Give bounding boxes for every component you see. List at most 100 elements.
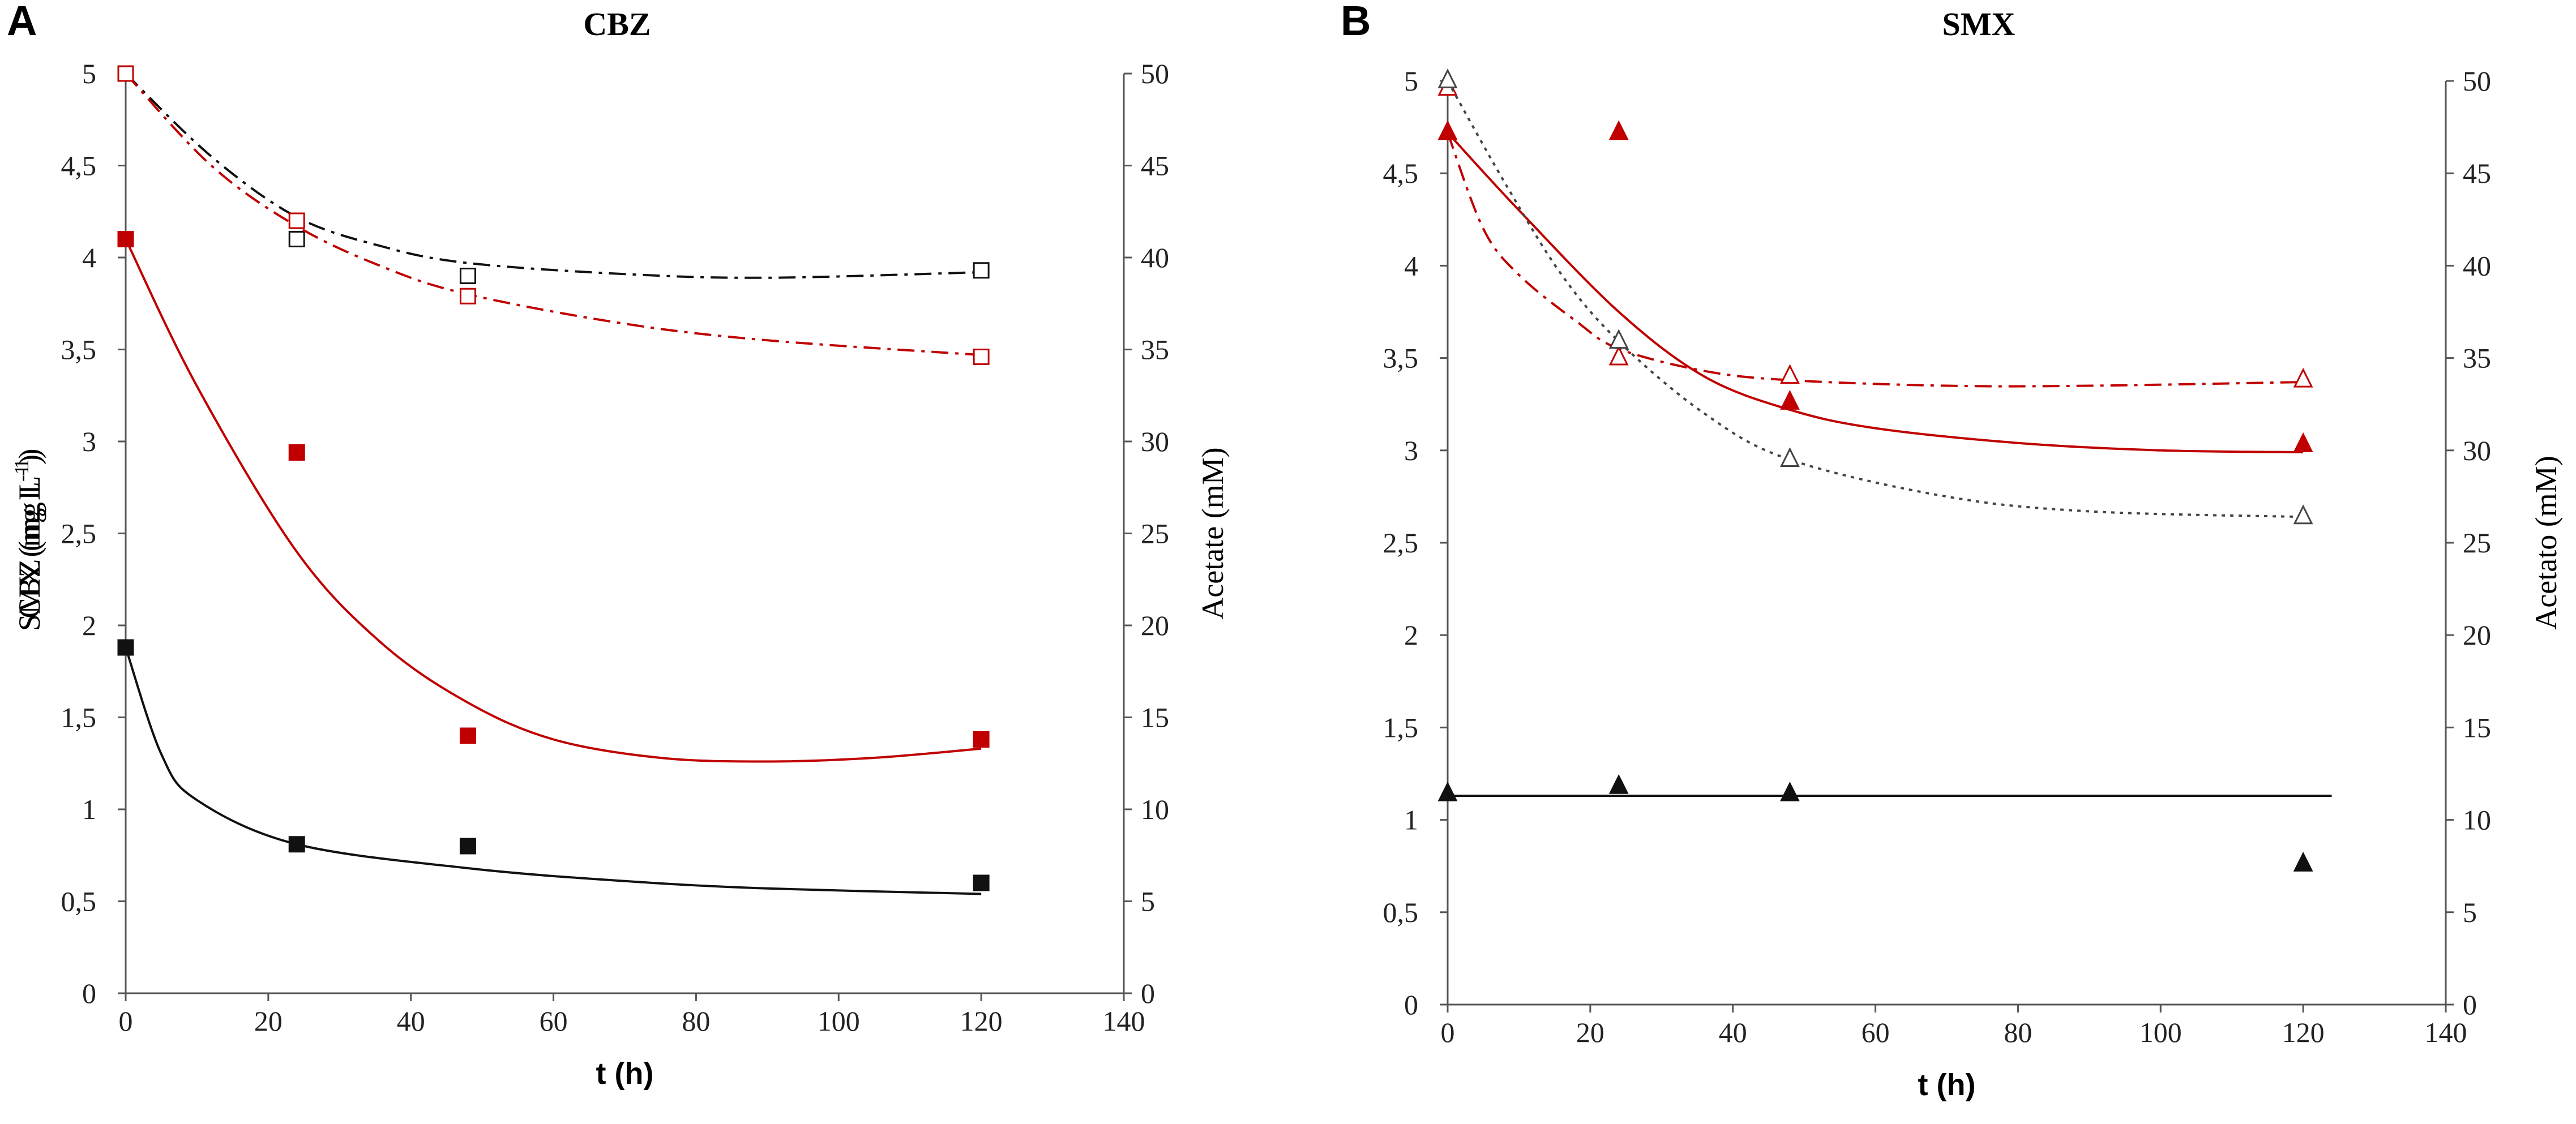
- series-4-point: [973, 349, 990, 365]
- y-tick-label: 1,5: [1383, 711, 1419, 743]
- x-tick-label: 0: [1441, 1016, 1455, 1048]
- y-tick-label: 1,5: [61, 702, 97, 733]
- y-tick-label: 0,5: [61, 886, 97, 917]
- series-1-point: [1780, 781, 1800, 801]
- y2-tick-label: 15: [2463, 711, 2491, 743]
- series-4-fit-line: [1447, 80, 2304, 518]
- y-tick-label: 2,5: [61, 518, 97, 550]
- series-1-point: [117, 639, 134, 656]
- series-4-fit-line: [125, 72, 982, 357]
- series-3-point: [288, 231, 305, 247]
- series-4-point: [1780, 447, 1800, 467]
- x-tick-label: 20: [1576, 1016, 1604, 1048]
- y2-tick-label: 40: [1141, 242, 1169, 273]
- y-tick-label: 0: [1404, 989, 1418, 1020]
- x-tick-label: 100: [818, 1005, 860, 1037]
- y2-tick-label: 45: [1141, 150, 1169, 182]
- series-4-point: [288, 212, 305, 229]
- y-tick-label: 3,5: [1383, 342, 1419, 374]
- y-tick-label: 3: [1404, 435, 1418, 466]
- series-1-point: [1608, 774, 1629, 794]
- y2-tick-label: 50: [2463, 65, 2491, 97]
- series-2-point: [973, 731, 990, 748]
- series-1-point: [973, 874, 990, 891]
- y-tick-label: 1: [1404, 804, 1418, 836]
- y2-tick-label: 5: [1141, 886, 1155, 917]
- y-tick-label: 4,5: [1383, 157, 1419, 189]
- series-4-point: [2293, 504, 2313, 525]
- y2-tick-label: 20: [1141, 610, 1169, 641]
- y2-tick-label: 45: [2463, 157, 2491, 189]
- x-tick-label: 120: [2282, 1016, 2325, 1048]
- y-tick-label: 2: [1404, 619, 1418, 651]
- y2-tick-label: 30: [2463, 435, 2491, 466]
- y2-tick-label: 25: [1141, 518, 1169, 550]
- panel-b-letter: B: [1341, 0, 1371, 44]
- series-2-point: [117, 231, 134, 247]
- y-tick-label: 2,5: [1383, 527, 1419, 559]
- x-axis-title: t (h): [596, 1057, 654, 1091]
- y2-tick-label: 30: [1141, 426, 1169, 457]
- y2-tick-label: 50: [1141, 58, 1169, 89]
- y2-tick-label: 10: [1141, 793, 1169, 825]
- x-tick-label: 20: [254, 1005, 283, 1037]
- series-2-point: [288, 444, 305, 461]
- series-1-point: [2293, 851, 2313, 872]
- y-tick-label: 0,5: [1383, 896, 1419, 928]
- x-tick-label: 40: [397, 1005, 425, 1037]
- x-tick-label: 120: [960, 1005, 1003, 1037]
- y2-tick-label: 0: [1141, 977, 1155, 1009]
- y2-tick-label: 15: [1141, 702, 1169, 733]
- panel-a-letter: A: [7, 0, 37, 44]
- series-4-point: [459, 288, 476, 304]
- y-tick-label: 1: [82, 793, 96, 825]
- y-tick-label: 2: [82, 610, 96, 641]
- series-2-point: [1608, 120, 1629, 140]
- y2-tick-label: 35: [1141, 334, 1169, 366]
- y2-axis-title: Acetate (mM): [1196, 447, 1230, 619]
- y-tick-label: 0: [82, 977, 96, 1009]
- x-tick-label: 80: [2004, 1016, 2032, 1048]
- y2-tick-label: 35: [2463, 342, 2491, 374]
- y2-tick-label: 25: [2463, 527, 2491, 559]
- series-2-point: [459, 727, 476, 744]
- series-2-point: [2293, 432, 2313, 452]
- y-tick-label: 5: [1404, 65, 1418, 97]
- y2-axis-title: Acetato (mM): [2529, 456, 2563, 629]
- y2-tick-label: 10: [2463, 804, 2491, 836]
- x-tick-label: 140: [1103, 1005, 1145, 1037]
- x-tick-label: 100: [2139, 1016, 2182, 1048]
- series-4-point: [1437, 68, 1458, 88]
- panel-a-title: CBZ: [583, 6, 651, 42]
- x-tick-label: 140: [2425, 1016, 2467, 1048]
- series-1-fit-line: [125, 647, 982, 895]
- series-3-point: [973, 262, 990, 279]
- y2-tick-label: 0: [2463, 989, 2477, 1020]
- x-tick-label: 40: [1719, 1016, 1747, 1048]
- panel-b-title: SMX: [1942, 6, 2016, 42]
- panel-a: A CBZ 0 20 40 60 80 100 120 14000,511,522,533,5…: [7, 0, 1230, 1091]
- series-3-fit-line: [125, 72, 982, 279]
- y-axis-title: SMX (mg L-1): [10, 454, 46, 631]
- series-3-point: [1608, 345, 1629, 366]
- y-tick-label: 3: [82, 426, 96, 457]
- series-3-fit-line: [1447, 132, 2304, 388]
- series-2-point: [1780, 389, 1800, 410]
- y-tick-label: 4,5: [61, 150, 97, 182]
- y2-tick-label: 40: [2463, 250, 2491, 281]
- series-1-point: [288, 836, 305, 853]
- panel-b: B SMX 0 20 40 60 80 100 120 14000,511,522,533,5…: [10, 0, 2563, 1102]
- series-4-point: [117, 65, 134, 82]
- series-2-fit-line: [1447, 132, 2304, 454]
- y-tick-label: 4: [1404, 250, 1418, 281]
- series-2-fit-line: [125, 238, 982, 763]
- x-tick-label: 0: [119, 1005, 133, 1037]
- y-tick-label: 5: [82, 58, 96, 89]
- series-1-point: [459, 838, 476, 855]
- x-tick-label: 80: [682, 1005, 710, 1037]
- y-tick-label: 4: [82, 242, 96, 273]
- y2-tick-label: 5: [2463, 896, 2477, 928]
- series-4-point: [1608, 329, 1629, 349]
- series-1-point: [1437, 781, 1458, 801]
